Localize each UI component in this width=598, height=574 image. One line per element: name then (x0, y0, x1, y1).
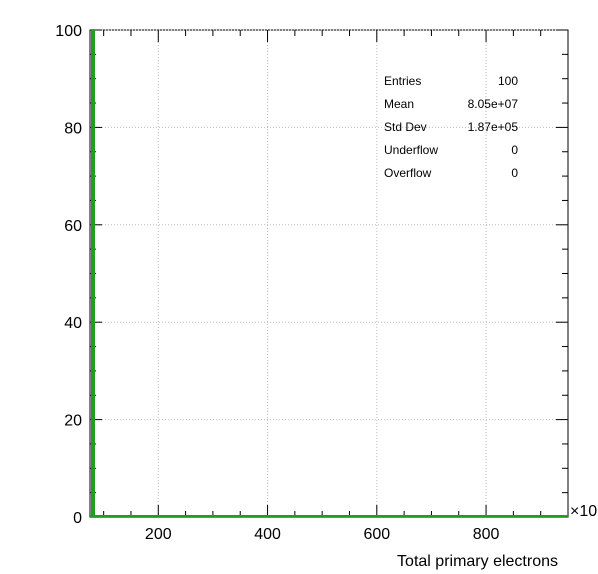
y-tick-label: 0 (73, 510, 82, 527)
x-tick-label: 600 (363, 526, 390, 543)
y-tick-label: 40 (64, 315, 82, 332)
stats-label: Overflow (384, 166, 432, 180)
x-tick-label: 200 (145, 526, 172, 543)
tick-labels: 200 400 600 800 0 20 40 60 80 100 (55, 23, 499, 543)
y-tick-label: 60 (64, 218, 82, 235)
stats-label: Std Dev (384, 120, 427, 134)
x-axis-title: Total primary electrons (397, 553, 558, 570)
stats-value: 8.05e+07 (468, 97, 519, 111)
x-tick-label: 800 (473, 526, 500, 543)
stats-label: Entries (384, 74, 421, 88)
stats-box: Entries 100 Mean 8.05e+07 Std Dev 1.87e+05 Und… (384, 74, 518, 180)
x-tick-label: 400 (254, 526, 281, 543)
stats-label: Mean (384, 97, 414, 111)
grid (90, 29, 568, 517)
histogram-bars (90, 30, 568, 517)
stats-value: 100 (498, 74, 518, 88)
stats-value: 0 (511, 166, 518, 180)
x-axis-multiplier: ×10 (570, 503, 597, 520)
stats-label: Underflow (384, 143, 438, 157)
stats-value: 0 (511, 143, 518, 157)
stats-value: 1.87e+05 (468, 120, 519, 134)
y-tick-label: 80 (64, 120, 82, 137)
y-tick-label: 100 (55, 23, 82, 40)
y-tick-label: 20 (64, 413, 82, 430)
